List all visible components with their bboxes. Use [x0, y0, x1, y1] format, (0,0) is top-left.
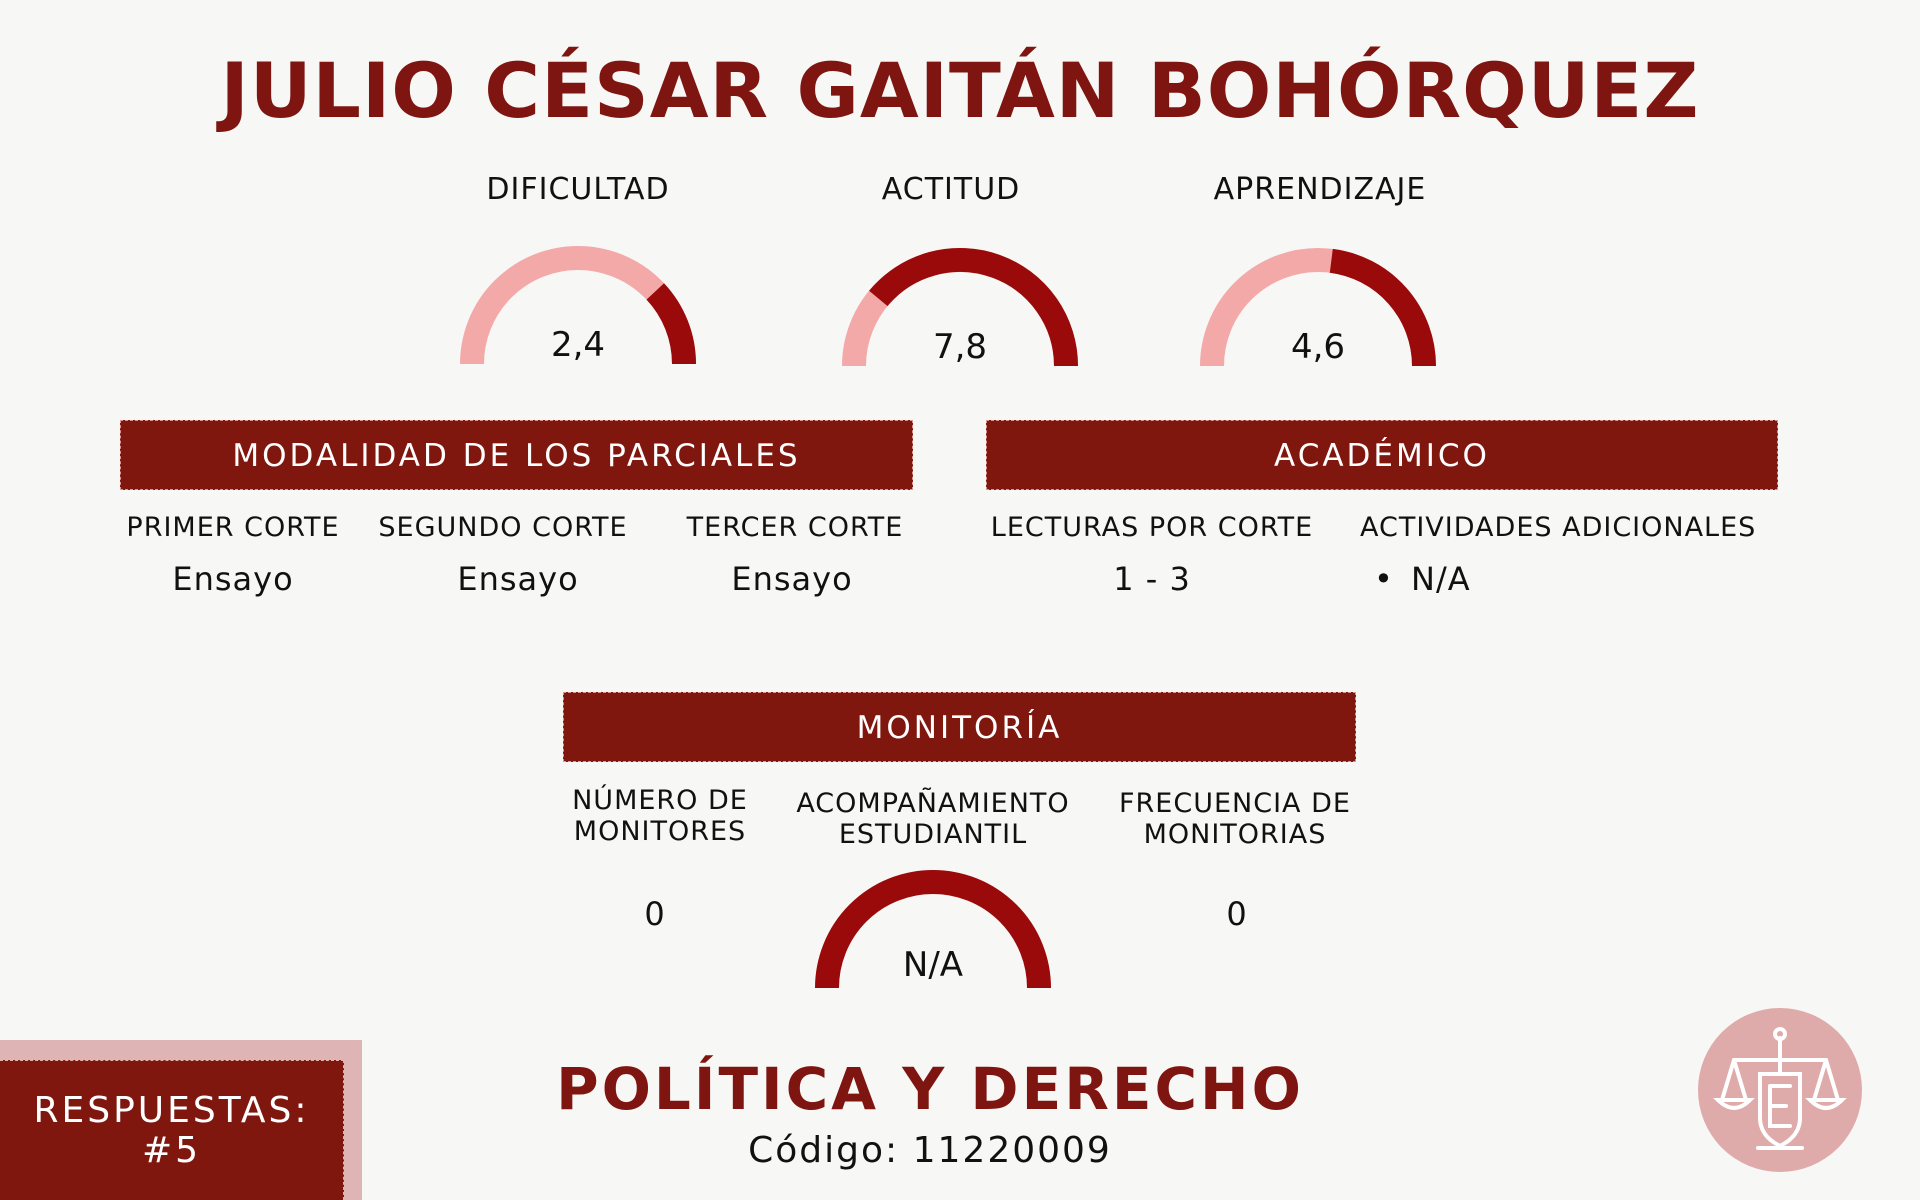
- section-banner-parciales: MODALIDAD DE LOS PARCIALES: [120, 420, 913, 490]
- section-banner-monitoria: MONITORÍA: [563, 692, 1356, 762]
- scales-of-justice-icon: [1713, 1027, 1847, 1150]
- metric-label-dificultad: DIFICULTAD: [486, 172, 670, 207]
- column-value-tercer-corte: Ensayo: [731, 560, 853, 598]
- column-head-line: MONITORIAS: [1143, 819, 1327, 850]
- gauge-dificultad: 2,4: [460, 246, 696, 365]
- gauge-value-actitud: 7,8: [933, 327, 987, 367]
- gauge-value-acompanamiento: N/A: [903, 945, 963, 985]
- subject-code: Código: 11220009: [748, 1130, 1112, 1171]
- column-head-line: NÚMERO DE: [572, 785, 748, 816]
- column-value-primer-corte: Ensayo: [172, 560, 294, 598]
- column-head-line: FRECUENCIA DE: [1119, 788, 1351, 819]
- respuestas-count: #5: [141, 1129, 202, 1171]
- gauge-value-dificultad: 2,4: [551, 325, 605, 365]
- column-head-primer-corte: PRIMER CORTE: [126, 512, 340, 543]
- metric-label-aprendizaje: APRENDIZAJE: [1213, 172, 1427, 207]
- column-head-line: ESTUDIANTIL: [838, 819, 1028, 850]
- column-value-segundo-corte: Ensayo: [457, 560, 579, 598]
- column-head-lecturas: LECTURAS POR CORTE: [990, 512, 1314, 543]
- gauge-aprendizaje: 4,6: [1200, 248, 1436, 367]
- column-head-acompanamiento: ACOMPAÑAMIENTO ESTUDIANTIL: [778, 788, 1088, 850]
- gauge-value-aprendizaje: 4,6: [1291, 327, 1345, 367]
- bullet-icon: •: [1374, 560, 1394, 598]
- logo: [1698, 1008, 1862, 1172]
- column-value-lecturas: 1 - 3: [1113, 560, 1191, 598]
- column-head-numero-monitores: NÚMERO DE MONITORES: [540, 785, 780, 847]
- subject-title: POLÍTICA Y DERECHO: [556, 1055, 1304, 1123]
- column-head-frecuencia: FRECUENCIA DE MONITORIAS: [1105, 788, 1365, 850]
- actividades-value: N/A: [1411, 560, 1471, 598]
- column-head-line: ACOMPAÑAMIENTO: [796, 788, 1070, 819]
- gauge-fill: [646, 283, 696, 365]
- gauge-fill: [1329, 248, 1436, 367]
- page-title: JULIO CÉSAR GAITÁN BOHÓRQUEZ: [220, 46, 1700, 135]
- column-value-numero-monitores: 0: [644, 895, 666, 933]
- gauge-fill: [869, 248, 1078, 367]
- metric-label-actitud: ACTITUD: [881, 172, 1021, 207]
- gauge-acompanamiento: N/A: [815, 870, 1051, 989]
- column-head-segundo-corte: SEGUNDO CORTE: [378, 512, 628, 543]
- column-value-frecuencia: 0: [1226, 895, 1248, 933]
- respuestas-badge: RESPUESTAS: #5: [0, 1060, 344, 1200]
- column-head-tercer-corte: TERCER CORTE: [686, 512, 904, 543]
- gauge-actitud: 7,8: [842, 248, 1078, 367]
- actividades-list-item: • N/A: [1374, 560, 1471, 598]
- column-head-actividades: ACTIVIDADES ADICIONALES: [1360, 512, 1757, 543]
- gauge-fill: [815, 870, 1051, 989]
- respuestas-label: RESPUESTAS:: [33, 1089, 310, 1131]
- column-head-line: MONITORES: [573, 816, 747, 847]
- section-banner-academico: ACADÉMICO: [986, 420, 1778, 490]
